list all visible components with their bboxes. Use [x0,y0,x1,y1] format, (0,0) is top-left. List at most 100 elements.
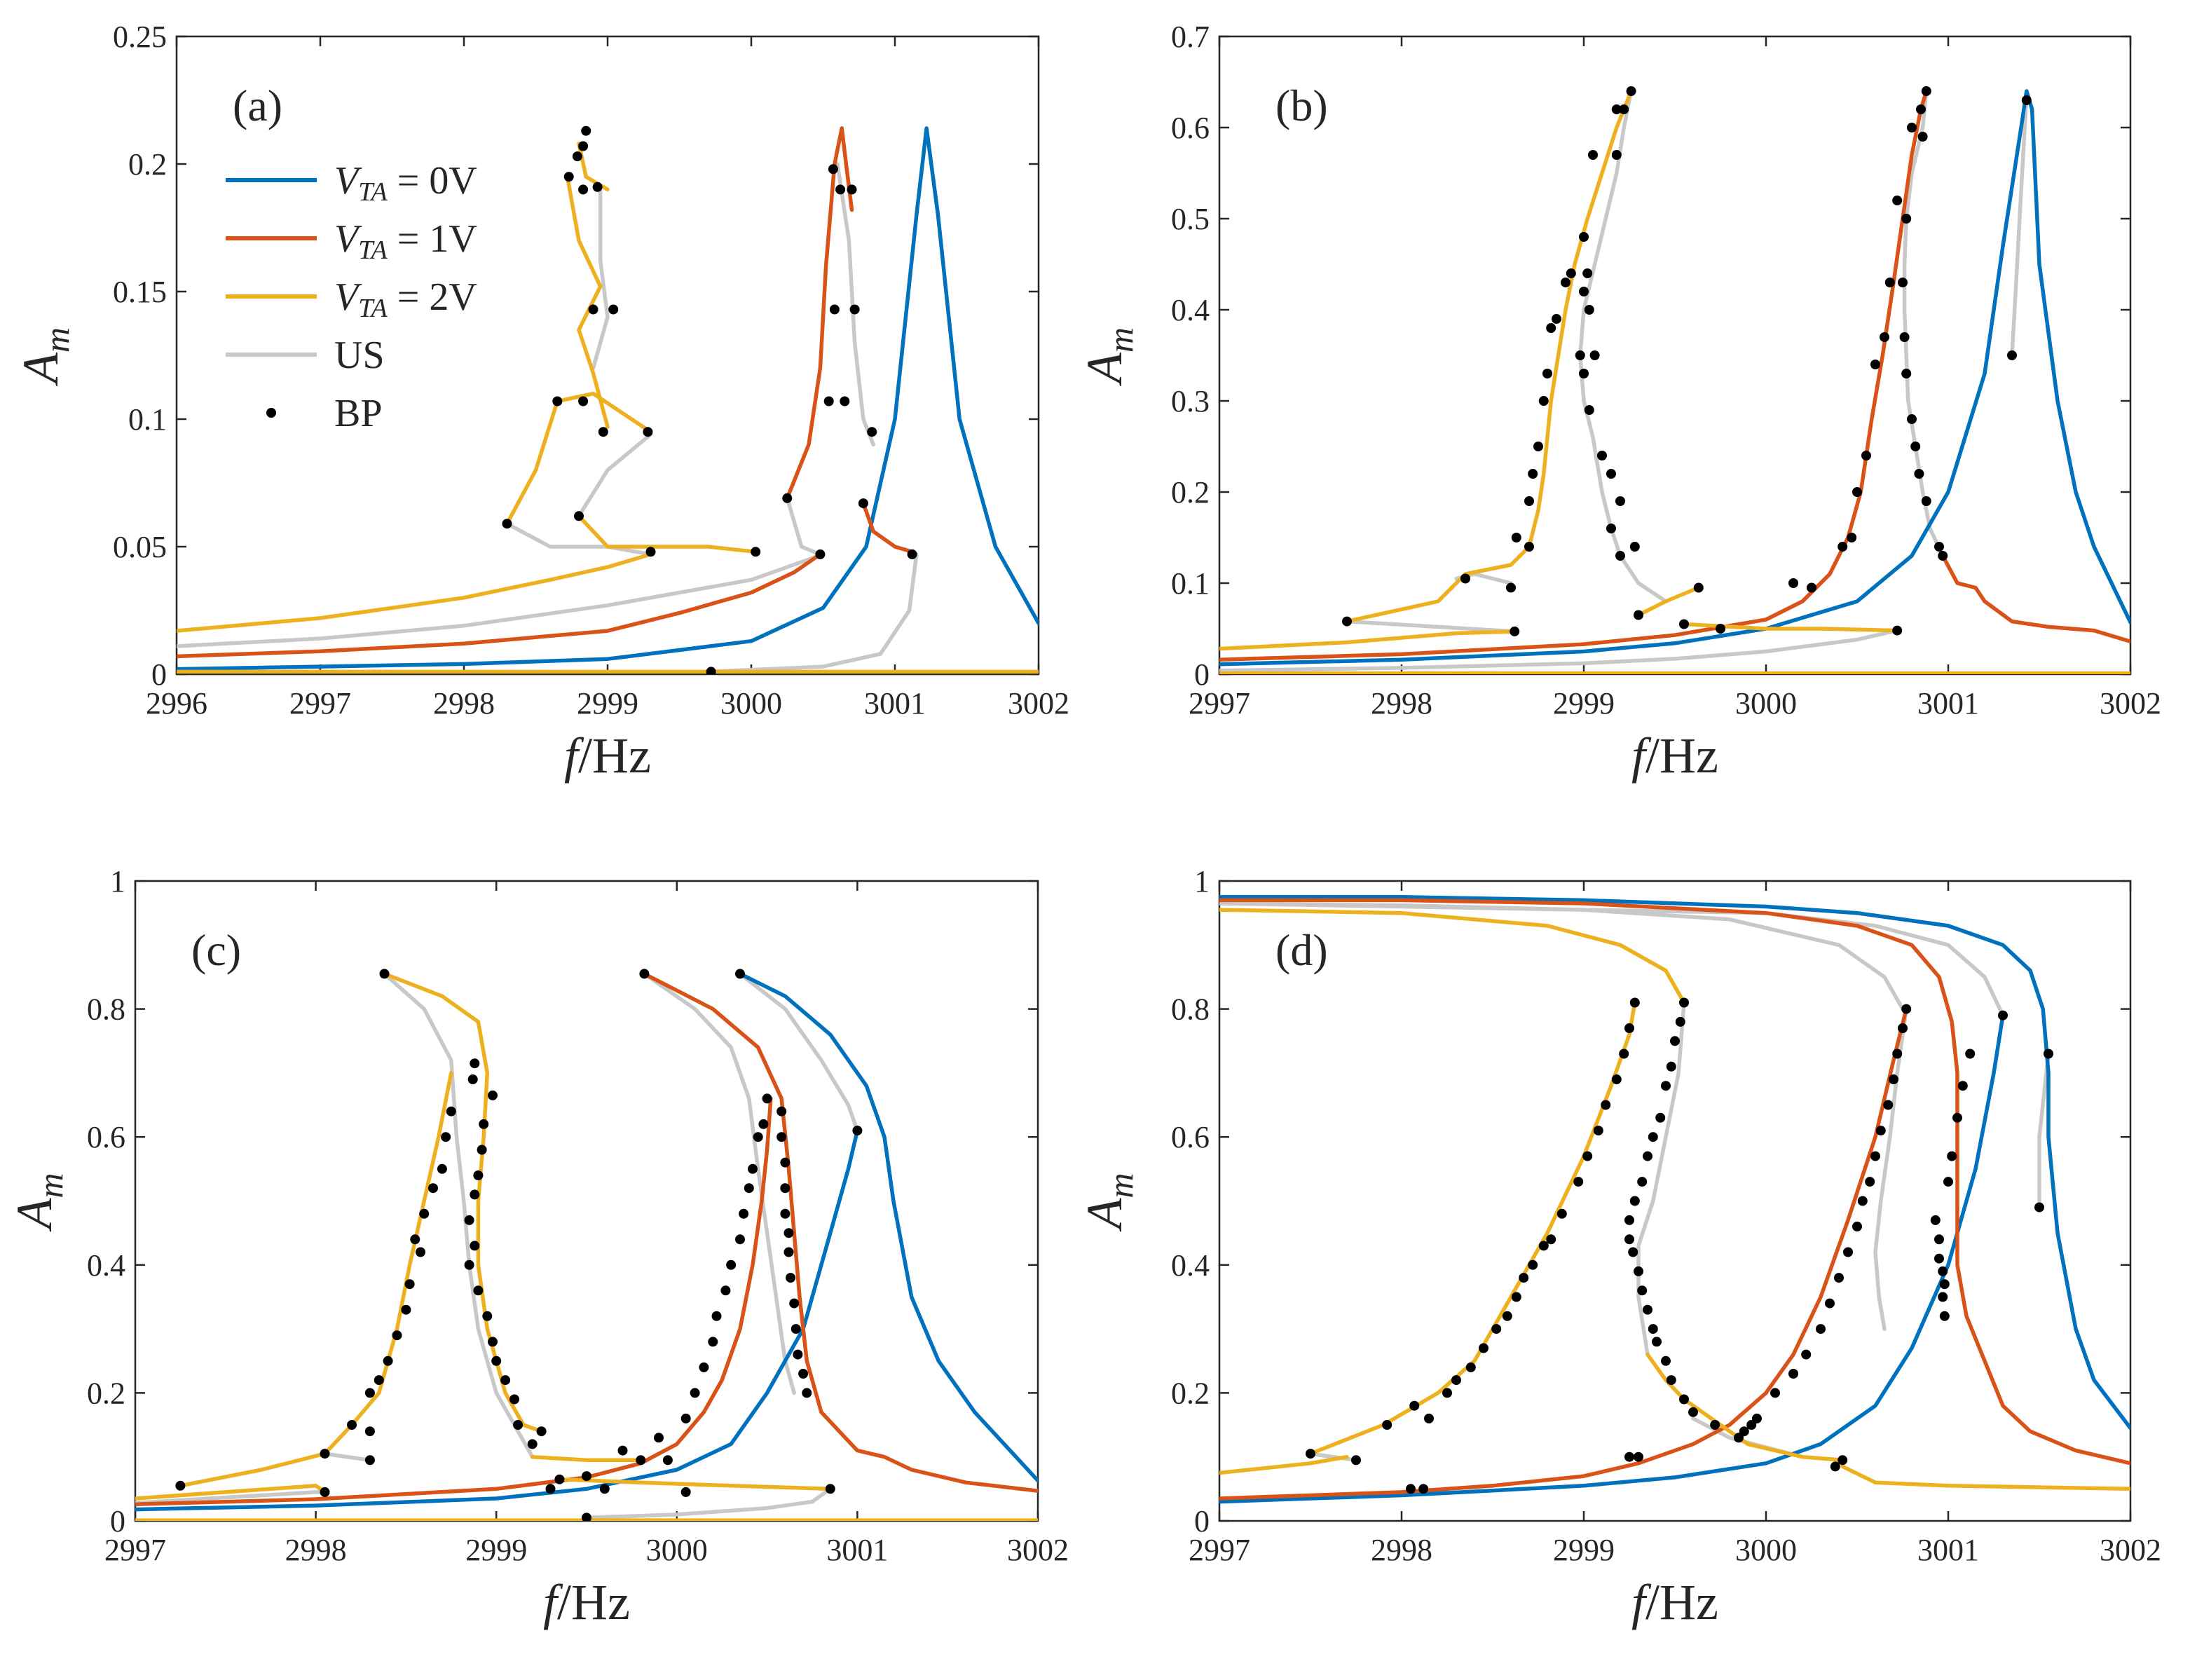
series-line [505,391,653,526]
bp-marker [783,1247,794,1257]
bp-marker [1965,1049,1976,1059]
bp-marker [1643,1304,1652,1315]
x-tick-label: 3002 [1007,1533,1069,1567]
legend-swatch [266,408,276,418]
legend-entry-text: BP [334,392,383,435]
bp-marker [416,1247,425,1257]
bp-marker [1566,268,1576,278]
series-line [785,126,854,500]
bp-marker [1716,624,1725,634]
series-line [584,1487,833,1520]
bp-marker [858,498,868,509]
bp-marker [1382,1420,1392,1430]
x-tick-label: 2998 [433,686,495,721]
series-line [1219,628,1899,673]
bp-marker [1679,1394,1689,1405]
bp-marker [654,1433,664,1443]
y-tick-label: 0.6 [87,1120,125,1154]
bp-marker [1579,287,1589,296]
bp-marker [791,1324,801,1334]
series-line [322,1452,372,1463]
bp-marker [1579,369,1589,378]
bp-marker [1511,1292,1521,1302]
bp-marker [598,427,608,437]
bp-marker [1938,1266,1948,1276]
bp-marker [1584,305,1594,315]
bp-marker [1914,469,1924,479]
series-line [1308,1452,1358,1463]
x-tick-label: 3001 [826,1533,888,1567]
bp-marker [1734,1433,1744,1443]
bp-marker [392,1330,402,1341]
bp-marker [662,1455,673,1466]
series-line [642,971,796,1395]
y-tick-label: 0 [110,1504,125,1538]
series-line [1219,1454,1349,1475]
series-line [1941,554,2130,643]
bp-marker [1880,332,1889,342]
series-line [577,514,758,554]
bp-marker [1611,1074,1622,1084]
bp-marker [1852,1222,1862,1231]
bp-marker [1898,278,1908,287]
bp-marker [720,1285,731,1296]
series-line [1682,622,1899,633]
x-tick-label: 3001 [864,686,926,721]
bp-marker [175,1480,186,1491]
series-line [1636,585,1701,617]
bp-marker [1661,1081,1671,1091]
bp-marker [1870,360,1880,369]
bp-marker [1899,332,1910,342]
bp-marker [1916,104,1926,114]
bp-marker [437,1163,447,1174]
bp-marker [2021,95,2032,105]
bp-marker [1629,997,1640,1008]
bp-marker [1629,542,1640,552]
series-line [785,496,823,556]
bp-marker [446,1106,456,1116]
panel-label: (b) [1275,81,1328,130]
bp-marker [470,1241,480,1251]
bp-marker [383,1355,393,1366]
bp-marker [1847,533,1857,542]
bp-marker [1901,1004,1912,1014]
bp-marker [1502,1311,1512,1321]
series-line [530,1454,643,1463]
y-axis-label: Am [1076,327,1140,386]
bp-marker [1938,551,1948,561]
bp-marker [798,1369,809,1379]
series-line [1219,1013,2005,1504]
bp-marker [783,1228,794,1238]
x-tick-label: 2999 [465,1533,527,1567]
bp-marker [364,1455,375,1466]
bp-marker [1575,350,1585,360]
bp-marker [849,304,860,315]
bp-marker [1825,1298,1835,1309]
bp-marker [1418,1484,1429,1494]
bp-marker [1807,582,1816,593]
bp-marker [1634,1266,1643,1276]
bp-marker [379,969,390,979]
series-line [177,552,826,648]
x-tick-label: 3001 [1917,1533,1979,1567]
y-axis-label: Am [13,327,76,386]
bp-marker [1861,451,1871,460]
y-tick-label: 0.8 [1171,992,1210,1027]
panel-c: 2997 2998 2999 3000 3001 3002 0 0.2 0.4 0.6 0.8 1 (c… [6,864,1069,1630]
bp-marker [1406,1484,1416,1494]
bp-marker [828,164,838,175]
bp-marker [1892,625,1903,636]
series-line [577,432,653,519]
x-tick-label: 2997 [1189,686,1250,721]
series-line [1219,901,2005,1018]
series-line [861,501,915,554]
bp-marker [835,184,846,195]
bp-marker [1510,626,1520,636]
bp-marker [1934,1253,1944,1264]
bp-marker [1907,123,1917,132]
y-axis-label: Am [6,1173,70,1231]
bp-marker [491,1355,502,1366]
bp-marker [1675,1016,1685,1027]
bp-marker [2034,1202,2044,1213]
panel-label: (a) [233,81,282,130]
